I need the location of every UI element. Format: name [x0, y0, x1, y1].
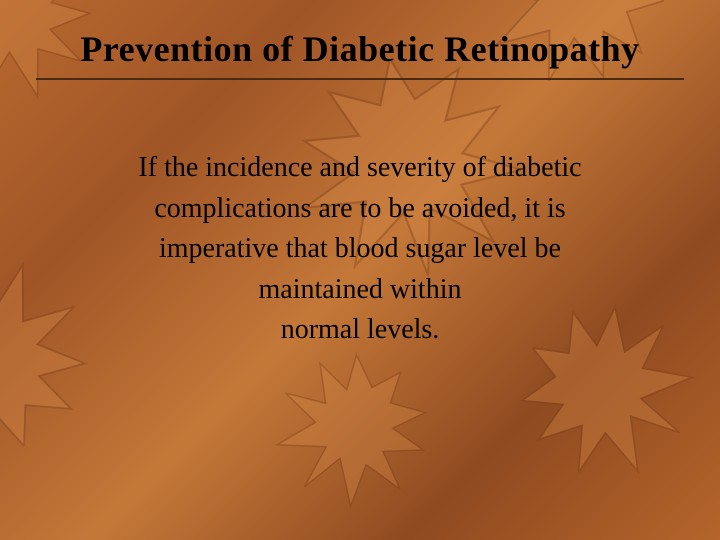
- slide-body: If the incidence and severity of diabeti…: [70, 148, 650, 351]
- maple-leaf-icon: [242, 324, 458, 540]
- body-line: complications are to be avoided, it is: [70, 189, 650, 230]
- title-underline: [36, 78, 684, 80]
- slide-container: Prevention of Diabetic Retinopathy If th…: [0, 0, 720, 540]
- slide-title: Prevention of Diabetic Retinopathy: [0, 28, 720, 70]
- body-line: If the incidence and severity of diabeti…: [70, 148, 650, 189]
- body-line: maintained within: [70, 270, 650, 311]
- body-line: imperative that blood sugar level be: [70, 229, 650, 270]
- body-line: normal levels.: [70, 310, 650, 351]
